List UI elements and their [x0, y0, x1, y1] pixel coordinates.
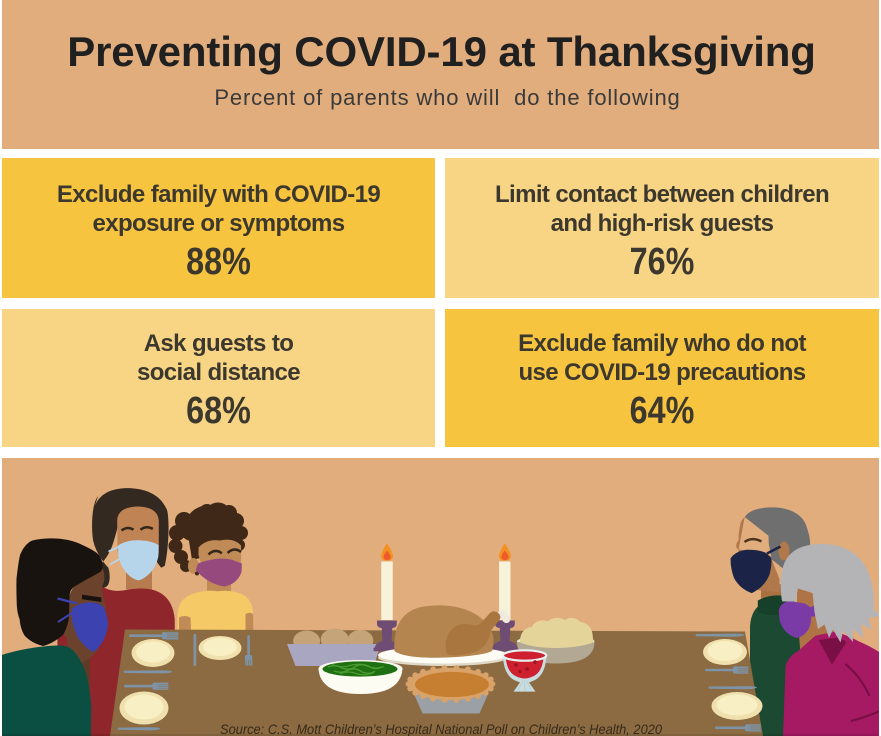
svg-text:Source: C.S. Mott Children’s H: Source: C.S. Mott Children’s Hospital Na…: [220, 722, 662, 736]
